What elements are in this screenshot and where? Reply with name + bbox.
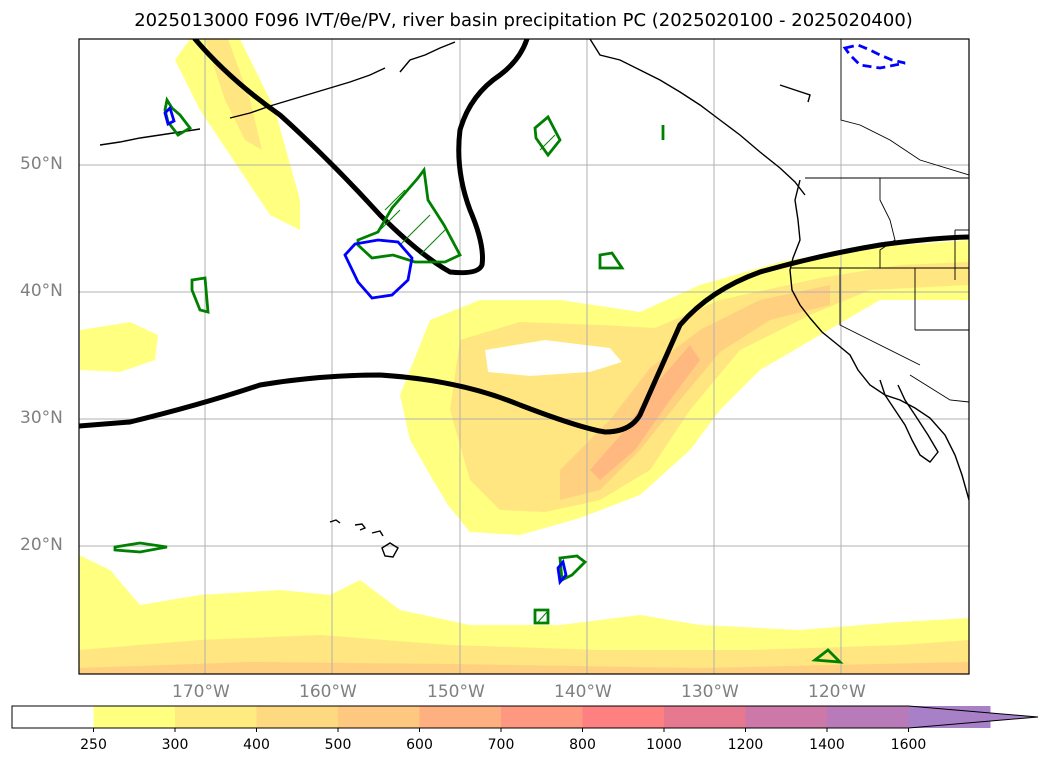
- colorbar-segment: [664, 706, 746, 728]
- precip-contours-blue: [163, 43, 906, 586]
- colorbar-segment: [338, 706, 420, 728]
- ivt-shading-northwest: [175, 39, 300, 230]
- political-borders: [790, 39, 969, 403]
- colorbar-tick-label: 500: [324, 737, 352, 753]
- colorbar-tick-label: 1600: [890, 737, 927, 753]
- map-title: 2025013000 F096 IVT/θe/PV, river basin p…: [134, 10, 913, 31]
- colorbar-tick-label: 1400: [809, 737, 845, 753]
- lon-label-130w: 130°W: [681, 682, 739, 702]
- lon-label-150w: 150°W: [427, 682, 485, 702]
- colorbar-tick-label: 1000: [646, 737, 682, 753]
- colorbar-tick-label: 600: [406, 737, 433, 753]
- lon-label-120w: 120°W: [808, 682, 866, 702]
- gridlines: [79, 39, 969, 674]
- lon-label-170w: 170°W: [172, 682, 230, 702]
- lat-label-40n: 40°N: [20, 281, 63, 301]
- lat-label-50n: 50°N: [20, 154, 63, 174]
- colorbar-tick-label: 800: [569, 737, 596, 753]
- lat-label-30n: 30°N: [20, 408, 63, 428]
- colorbar-tick-label: 300: [161, 737, 189, 753]
- colorbar-tick-label: 1200: [727, 737, 764, 753]
- coastlines: [99, 39, 969, 558]
- map-frame: [78, 38, 970, 675]
- lon-label-160w: 160°W: [299, 682, 357, 702]
- colorbar-outline: [11, 705, 1039, 729]
- colorbar-segment: [256, 706, 339, 728]
- colorbar-segment: [582, 706, 665, 728]
- colorbar-segment: [827, 706, 909, 728]
- colorbar-tick-label: 400: [243, 737, 270, 753]
- lon-label-140w: 140°W: [554, 682, 612, 702]
- colorbar-segment: [175, 706, 257, 728]
- colorbar: [11, 705, 1039, 732]
- colorbar-segment: [12, 706, 94, 728]
- colorbar-tick-label: 250: [80, 737, 107, 753]
- ivt-shading-atmospheric-river: [80, 240, 969, 535]
- lat-label-20n: 20°N: [20, 535, 63, 555]
- ivt-shading-south: [79, 555, 969, 674]
- colorbar-segment: [745, 706, 828, 728]
- pv-contours: [79, 39, 969, 435]
- colorbar-segment: [501, 706, 583, 728]
- colorbar-segment: [93, 706, 176, 728]
- precip-hatching: [379, 134, 556, 623]
- colorbar-tick-label: 700: [487, 737, 515, 753]
- colorbar-segment: [419, 706, 502, 728]
- colorbar-extend-arrow: [908, 706, 1038, 728]
